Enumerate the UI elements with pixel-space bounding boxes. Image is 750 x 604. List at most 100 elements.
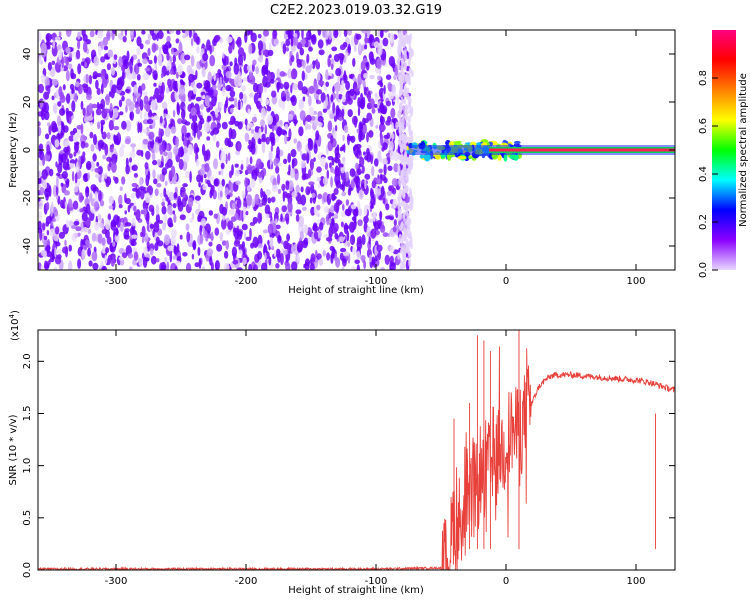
spectrogram-cell (355, 176, 361, 188)
spectrogram-cell (178, 146, 185, 158)
spectrogram-cell (285, 256, 289, 264)
spectrogram-cell (228, 170, 233, 179)
spectrogram-cell (313, 157, 316, 162)
spectrogram-cell (69, 159, 76, 165)
spectrogram-cell (269, 236, 274, 249)
spectrogram-cell (296, 42, 303, 50)
spectrogram-cell (88, 193, 93, 202)
spectrogram-cell (191, 253, 195, 260)
spectrogram-cell (208, 210, 213, 216)
spectrogram-cell (237, 142, 241, 152)
spectrogram-cell (107, 49, 114, 58)
spectrogram-cell (347, 30, 352, 36)
spectrogram-cell (405, 73, 409, 83)
spectrogram-cell (298, 126, 304, 137)
spectrogram-cell (228, 208, 235, 216)
spectrogram-cell (145, 212, 150, 225)
spectrogram-cell (88, 260, 93, 267)
spectrogram-cell (347, 241, 351, 247)
spectrogram-cell (358, 208, 363, 216)
spectrogram-cell (219, 101, 223, 109)
spectrogram-cell (290, 168, 295, 179)
spectrogram-cell (293, 138, 298, 144)
spectrogram-cell (148, 204, 155, 212)
spectrogram-cell (267, 223, 274, 235)
spectrogram-cell (264, 204, 271, 216)
spectrogram-cell (101, 228, 108, 235)
spectrogram-cell (107, 213, 112, 221)
spectrogram-cell (408, 230, 412, 239)
spectrogram-cell (79, 208, 85, 213)
spectrogram-signal-blob (456, 140, 462, 144)
spectrogram-cell (112, 108, 119, 119)
spectrogram-cell (316, 204, 321, 211)
spectrogram-cell (53, 102, 58, 115)
spectrogram-cell (216, 244, 223, 252)
spectrogram-cell (46, 144, 51, 156)
spectrogram-cell (257, 212, 262, 224)
spectrogram-cell (41, 232, 45, 244)
spectrogram-cell (335, 68, 342, 77)
spectrogram-cell (143, 95, 149, 106)
spectrogram-cell (264, 124, 268, 135)
spectrogram-cell (361, 30, 368, 34)
spectrogram-cell (95, 108, 102, 116)
spectrogram-cell (58, 231, 65, 239)
spectrogram-cell (334, 81, 341, 93)
spectrogram-cell (227, 152, 231, 162)
spectrogram-cell (38, 178, 42, 185)
y-tick-label: 1.5 (22, 406, 33, 422)
x-tick-label: 100 (626, 576, 645, 587)
spectrogram-cell (109, 158, 112, 168)
spectrogram-cell (334, 156, 339, 164)
spectrogram-cell (385, 120, 391, 126)
spectrogram-cell (369, 74, 375, 80)
spectrogram-cell (218, 170, 221, 176)
spectrogram-cell (127, 73, 133, 80)
spectrogram-cell (407, 115, 411, 124)
spectrogram-cell (265, 82, 271, 88)
spectrogram-cell (201, 66, 206, 78)
spectrogram-cell (113, 134, 116, 143)
spectrogram-cell (385, 203, 390, 211)
spectrogram-cell (58, 48, 63, 61)
spectrogram-cell (238, 99, 241, 111)
spectrogram-cell (252, 216, 258, 224)
spectrogram-cell (170, 126, 176, 134)
spectrogram-cell (402, 71, 406, 78)
spectrogram-cell (382, 158, 388, 167)
spectrogram-cell (265, 98, 270, 106)
spectrogram-cell (263, 244, 268, 257)
spectrogram-cell (328, 54, 332, 59)
spectrogram-cell (162, 222, 166, 231)
spectrogram-cell (69, 162, 75, 169)
spectrogram-cell (121, 252, 128, 259)
spectrogram-cell (363, 204, 368, 216)
spectrogram-cell (151, 152, 156, 161)
spectrogram-cells (38, 30, 414, 270)
spectrogram-cell (212, 127, 219, 135)
spectrogram-cell (384, 254, 390, 265)
spectrogram-cell (65, 47, 71, 54)
x-tick-label: 0 (503, 576, 509, 587)
spectrogram-cell (100, 69, 106, 80)
spectrogram-cell (200, 218, 207, 227)
spectrogram-cell (297, 80, 303, 91)
spectrogram-cell (38, 197, 41, 202)
snr-y-multiplier-suffix: ) (10, 310, 21, 314)
spectrogram-cell (220, 151, 227, 163)
spectrogram-cell (317, 39, 324, 49)
spectrogram-cell (400, 170, 404, 179)
spectrogram-cell (59, 94, 66, 103)
spectrogram-cell (277, 162, 282, 167)
spectrogram-cell (131, 234, 138, 239)
spectrogram-cell (261, 65, 267, 77)
spectrogram-cell (314, 82, 318, 92)
spectrogram-cell (359, 129, 363, 139)
spectrogram-cell (250, 31, 254, 38)
spectrogram-cell (311, 34, 317, 45)
spectrogram-cell (297, 200, 303, 205)
spectrogram-cell (156, 183, 162, 188)
spectrogram-cell (381, 125, 386, 131)
spectrogram-cell (121, 176, 126, 185)
